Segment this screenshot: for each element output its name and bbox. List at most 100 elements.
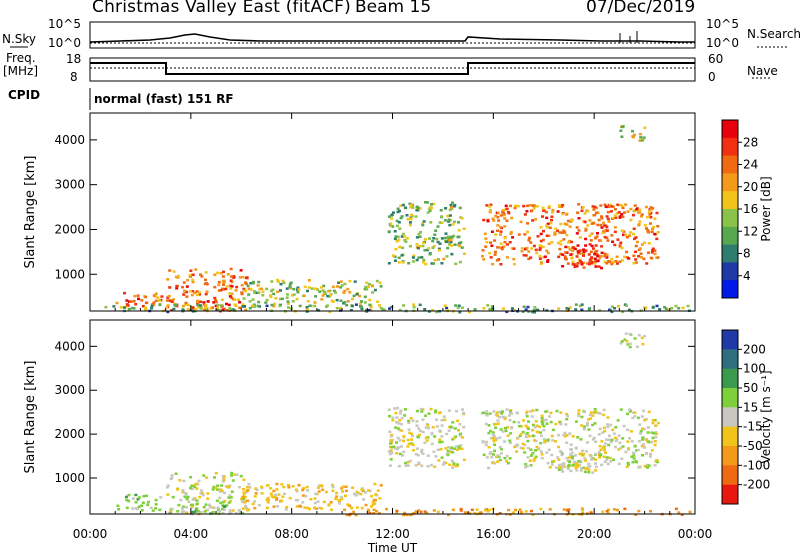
power-cell [600,226,604,229]
power-cell [423,308,427,311]
velocity-cell [565,418,569,421]
velocity-cell [394,426,398,429]
power-cell [529,241,533,244]
power-cell [501,209,505,212]
velocity-cell [442,415,446,418]
velocity-cell [182,510,186,513]
power-cell [605,262,609,265]
velocity-cell [391,438,395,442]
power-cell [127,300,131,303]
power-cell [568,239,571,243]
velocity-cell [374,498,377,502]
velocity-cell [607,508,611,511]
power-cell [505,219,509,222]
power-cell [535,251,539,255]
velocity-cell [461,408,464,411]
x-axis-label: Time UT [367,541,418,554]
power-cell [656,225,660,228]
velocity-cell [587,418,590,421]
velocity-cell [608,434,611,438]
velocity-cell [630,455,634,458]
velocity-cell [387,408,391,411]
power-cell [355,293,359,296]
power-cell [234,289,238,292]
power-cell [578,236,582,239]
power-cell [328,310,332,314]
power-cell [439,209,443,212]
power-cell [418,303,422,307]
velocity-cell [400,417,404,420]
power-cell [285,296,289,299]
power-cell [401,246,405,250]
power-cell [450,244,453,247]
velocity-cell [281,495,285,498]
power-cell [227,303,231,307]
velocity-cell [534,449,537,452]
power-cell [422,258,426,262]
velocity-cell [241,500,244,504]
power-cell [457,304,461,307]
power-cell [564,245,568,249]
velocity-cell [440,424,444,427]
power-cell [632,227,636,230]
velocity-cell [583,470,587,474]
power-cell [647,251,650,254]
power-cell [177,274,181,278]
velocity-cell [498,436,502,439]
freq-label-line2: [MHz] [3,64,39,78]
power-cell [450,207,454,210]
power-cell [191,278,195,282]
power-cell [655,304,659,308]
velocity-cell [584,459,588,462]
velocity-cell [371,500,375,504]
velocity-cell [124,495,128,499]
velocity-cell [625,339,629,343]
power-cell [490,305,494,308]
velocity-cell [518,434,522,438]
power-cell [401,232,405,236]
velocity-cell [343,508,347,512]
power-cell [605,215,609,218]
power-cell [577,203,581,206]
power-cell [214,300,218,304]
velocity-cell [580,507,584,510]
power-cell [632,213,635,217]
velocity-cell [189,476,193,479]
velocity-cell [506,461,510,465]
power-cell [175,284,179,288]
velocity-cell [403,511,407,515]
power-cell [611,260,615,264]
velocity-cell [166,484,170,487]
power-cell [230,296,234,299]
velocity-cell [613,436,617,440]
velocity-cell [146,500,150,504]
velocity-cell [165,486,169,489]
power-cell [238,306,242,310]
power-cell [617,211,621,214]
power-cell [232,275,236,278]
power-cell [652,225,656,229]
velocity-cell [459,507,463,511]
power-cell [621,206,625,210]
velocity-cell [594,440,598,444]
power-y-tick-label: 4000 [54,133,85,147]
velocity-cell [242,493,246,496]
power-cell [496,224,500,227]
noise-panel-frame [89,21,696,49]
velocity-cell [531,513,535,516]
velocity-cell [373,482,377,486]
velocity-cell [501,430,505,433]
power-cell [196,293,199,297]
velocity-cell [458,423,462,426]
power-cell [481,255,484,258]
power-cell [627,257,631,260]
velocity-cell [398,452,402,456]
power-cell [393,237,397,241]
velocity-cell [335,495,339,498]
power-cell [488,208,492,212]
velocity-cell [534,420,538,423]
power-cell [308,304,312,307]
velocity-cell [431,426,435,429]
power-cell [438,242,442,245]
power-cell [451,223,455,226]
